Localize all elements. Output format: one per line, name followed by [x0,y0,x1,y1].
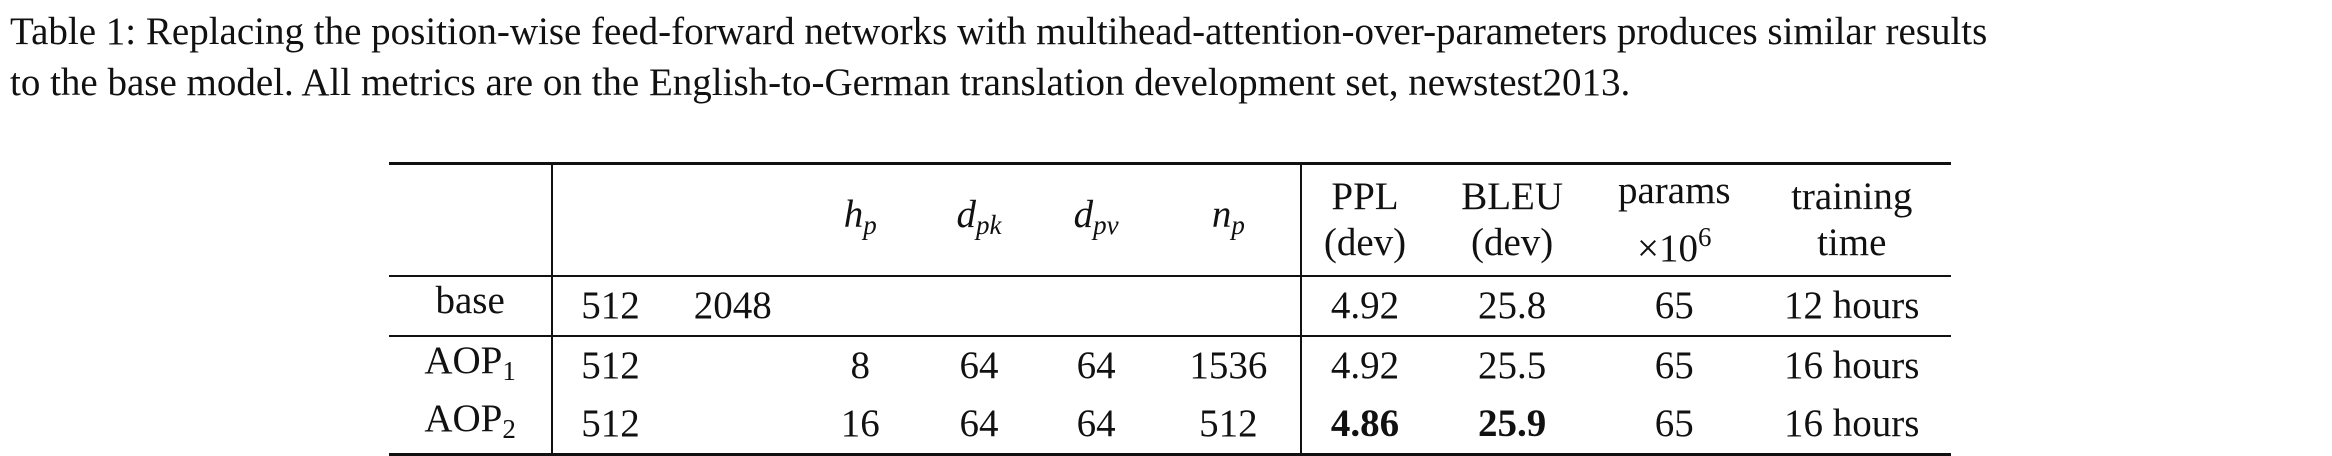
cell-model: AOP1 [389,336,554,395]
header-params-line1: params [1617,169,1731,212]
cell-np: 512 [1156,395,1302,455]
cell-model-name: AOP [424,339,503,382]
cell-training-time: 16 hours [1784,344,1920,387]
cell-dmodel: 512 [581,344,640,387]
cell-hp: 8 [850,344,871,387]
header-params-multiplier: ×10 [1637,227,1699,270]
header-params-exponent: 6 [1698,222,1712,252]
cell-dff: 2048 [693,284,772,327]
cell-model-name: AOP [424,397,503,440]
header-dpv-base: d [1073,193,1094,236]
cell-bleu: 25.8 [1478,284,1547,327]
header-params: params ×106 [1596,164,1752,277]
header-params-line2: ×106 [1606,214,1742,272]
table-row: AOP1 512 8 64 64 1536 4.92 25.5 65 16 ho… [389,336,1951,395]
cell-training-time: 16 hours [1784,402,1920,445]
table-row: base 512 2048 4.92 25.8 65 12 hours [389,276,1951,336]
header-bleu-line1: BLEU [1461,175,1564,218]
header-hp: hp [798,164,923,277]
cell-model-sub: 1 [502,356,516,386]
header-np-base: n [1211,193,1232,236]
header-hp-sub: p [863,210,877,240]
header-np: np [1156,163,1302,276]
cell-model-name: base [435,279,505,322]
header-bleu-line2: (dev) [1470,221,1554,264]
cell-dpv: 64 [1076,344,1116,387]
header-training-time: training time [1752,164,1951,277]
header-time-line1: training [1791,175,1913,218]
cell-bleu: 25.5 [1478,344,1547,387]
cell-np [1156,276,1302,336]
header-dmodel [552,164,667,277]
header-dpk-sub: pk [976,210,1002,240]
cell-model-sub: 2 [502,414,516,444]
cell-dpk: 64 [959,402,999,445]
results-table-container: hp dpk dpv np PPL (dev) BLEU (dev) [389,162,1951,456]
table-caption: Table 1: Replacing the position-wise fee… [10,6,2320,108]
header-hp-base: h [843,193,864,236]
cell-ppl: 4.92 [1330,284,1400,327]
cell-dpk: 64 [959,344,999,387]
caption-line-2: to the base model. All metrics are on th… [10,61,1631,104]
cell-bleu: 25.9 [1478,402,1547,445]
header-ppl-line2: (dev) [1323,221,1407,264]
cell-params: 65 [1654,284,1694,327]
cell-ppl: 4.86 [1330,402,1400,445]
cell-hp: 16 [840,402,880,445]
header-dpk: dpk [923,164,1036,277]
caption-line-1: Table 1: Replacing the position-wise fee… [10,10,1988,53]
cell-dmodel: 512 [581,402,640,445]
header-model [389,163,554,276]
cell-model: base [389,276,554,336]
header-time-line2: time [1817,221,1887,264]
header-ppl: PPL (dev) [1301,164,1428,277]
header-dpv: dpv [1035,164,1156,277]
header-dpk-base: d [956,193,977,236]
cell-training-time: 12 hours [1784,284,1920,327]
cell-dpk [923,276,1036,336]
cell-dpv [1035,276,1156,336]
table-header-row: hp dpk dpv np PPL (dev) BLEU (dev) [389,163,1951,277]
cell-hp [798,276,923,336]
header-dpv-sub: pv [1093,210,1119,240]
header-bleu: BLEU (dev) [1428,164,1596,277]
header-dff [668,164,798,277]
cell-dff [668,336,798,395]
cell-dpv: 64 [1076,402,1116,445]
cell-model: AOP2 [389,395,554,455]
table-row: AOP2 512 16 64 64 512 4.86 25.9 65 16 ho… [389,395,1951,455]
cell-np: 1536 [1156,336,1302,395]
cell-params: 65 [1654,344,1694,387]
cell-ppl: 4.92 [1330,344,1400,387]
cell-dff [668,395,798,455]
cell-params: 65 [1654,402,1694,445]
header-ppl-line1: PPL [1331,175,1399,218]
cell-dmodel: 512 [581,284,640,327]
results-table: hp dpk dpv np PPL (dev) BLEU (dev) [389,162,1951,456]
header-np-sub: p [1231,210,1245,240]
